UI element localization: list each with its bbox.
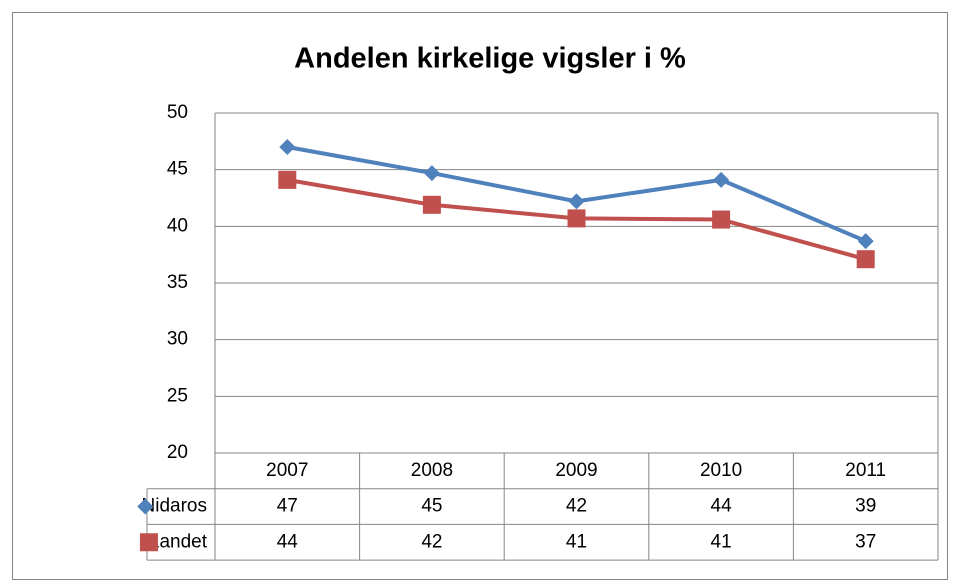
data-point — [422, 195, 441, 214]
table-value: 42 — [566, 496, 587, 517]
legend-label: Landet — [149, 531, 208, 552]
x-tick-label: 2011 — [845, 460, 886, 481]
data-point — [568, 193, 585, 210]
table-value: 41 — [711, 531, 732, 552]
table-value: 42 — [421, 531, 442, 552]
legend-key-marker — [137, 498, 154, 515]
chart-title: Andelen kirkelige vigsler i % — [294, 43, 686, 75]
y-tick-label: 30 — [167, 329, 188, 350]
data-point — [279, 139, 296, 155]
legend-key-marker — [139, 533, 158, 552]
table-value: 44 — [277, 531, 299, 552]
table-value: 44 — [711, 496, 733, 517]
y-tick-label: 50 — [167, 102, 188, 123]
y-tick-label: 45 — [167, 159, 188, 180]
data-point — [278, 170, 297, 189]
y-tick-label: 25 — [167, 385, 188, 406]
y-tick-label: 35 — [167, 272, 188, 293]
x-tick-label: 2010 — [700, 460, 742, 481]
table-value: 39 — [855, 496, 876, 517]
legend-label: Nidaros — [142, 496, 207, 517]
x-tick-label: 2007 — [266, 460, 308, 481]
table-value: 47 — [277, 496, 298, 517]
chart-border — [12, 12, 948, 580]
data-point — [423, 165, 440, 182]
y-tick-label: 40 — [167, 215, 188, 236]
table-value: 37 — [855, 531, 876, 552]
data-point — [856, 250, 875, 269]
data-point — [713, 171, 730, 188]
x-tick-label: 2008 — [411, 460, 453, 481]
x-tick-label: 2009 — [555, 460, 597, 481]
data-point — [567, 209, 586, 228]
data-point — [712, 210, 731, 229]
table-value: 41 — [566, 531, 587, 552]
y-tick-label: 20 — [167, 442, 188, 463]
table-value: 45 — [421, 496, 442, 517]
data-point — [857, 233, 874, 250]
